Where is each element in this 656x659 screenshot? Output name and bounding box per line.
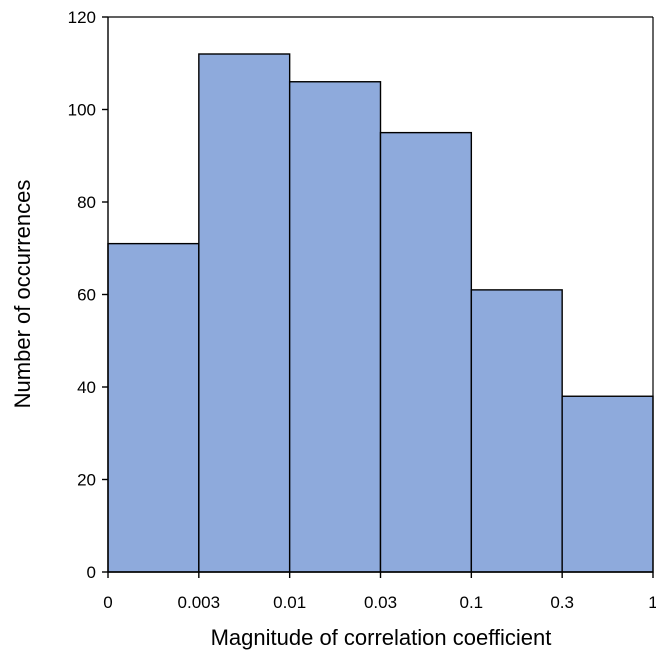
y-tick-label-4: 80 <box>77 193 96 212</box>
y-tick-label-0: 0 <box>87 563 96 582</box>
x-tick-label-2: 0.01 <box>273 593 306 612</box>
histogram-bar-1 <box>198 53 291 573</box>
y-tick-label-2: 40 <box>77 378 96 397</box>
histogram-bar-3 <box>379 131 473 573</box>
y-ticks-group: 0 20 40 60 80 100 120 <box>68 8 108 582</box>
y-tick-label-1: 20 <box>77 471 96 490</box>
x-tick-label-3: 0.03 <box>364 593 397 612</box>
y-tick-label-5: 100 <box>68 101 96 120</box>
x-axis-title: Magnitude of correlation coefficient <box>211 625 552 650</box>
histogram-bar-5 <box>561 395 654 573</box>
x-tick-label-6: 1 <box>648 593 656 612</box>
y-tick-label-3: 60 <box>77 286 96 305</box>
y-axis-title: Number of occurrences <box>10 180 35 409</box>
x-tick-label-5: 0.3 <box>550 593 574 612</box>
x-tick-label-1: 0.003 <box>178 593 221 612</box>
histogram-bar-0 <box>107 242 200 573</box>
bars-group <box>107 53 654 573</box>
x-ticks-group: 0 0.003 0.01 0.03 0.1 0.3 1 <box>103 572 656 612</box>
histogram-bar-2 <box>288 81 382 573</box>
y-tick-label-6: 120 <box>68 8 96 27</box>
x-tick-label-0: 0 <box>103 593 112 612</box>
histogram-bar-4 <box>470 289 563 573</box>
x-tick-label-4: 0.1 <box>460 593 484 612</box>
